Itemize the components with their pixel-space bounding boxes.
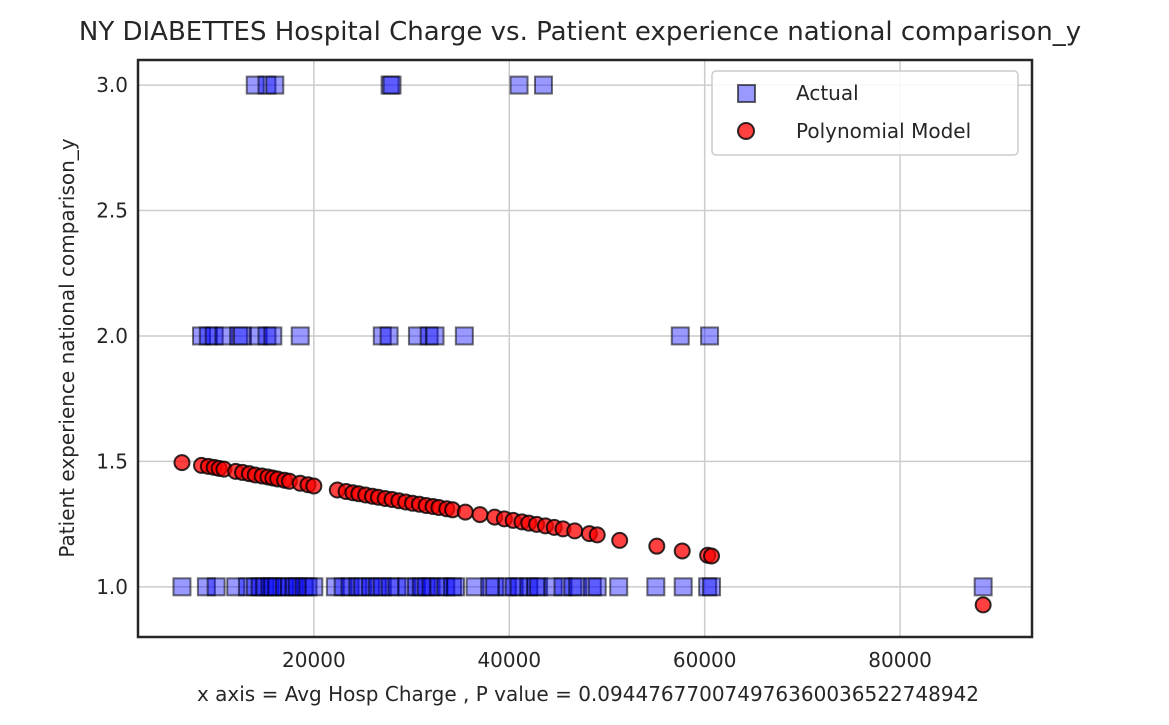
actual-point xyxy=(382,75,402,95)
actual-point xyxy=(304,577,324,597)
actual-point xyxy=(543,577,563,597)
actual-point xyxy=(465,577,485,597)
model-point xyxy=(611,531,629,549)
actual-point xyxy=(446,577,466,597)
actual-point xyxy=(196,577,216,597)
model-point xyxy=(471,506,489,524)
plot-frame xyxy=(136,58,1034,639)
x-tick-label: 60000 xyxy=(673,648,737,672)
actual-point xyxy=(609,577,629,597)
model-series xyxy=(173,454,992,614)
actual-point xyxy=(397,577,417,597)
actual-point xyxy=(646,577,666,597)
legend-actual-label: Actual xyxy=(796,81,859,105)
actual-point xyxy=(673,577,693,597)
actual-point xyxy=(973,577,993,597)
x-tick-label: 80000 xyxy=(868,648,932,672)
model-point xyxy=(456,503,474,521)
actual-point xyxy=(553,577,573,597)
actual-point xyxy=(265,75,285,95)
y-tick-label: 1.5 xyxy=(96,449,128,473)
tick-labels: 20000 40000 60000 80000 1.0 1.5 2.0 2.5 3.0 xyxy=(96,73,932,672)
actual-point xyxy=(387,577,407,597)
grid xyxy=(138,60,1032,637)
y-axis-label: Patient experience national comparison_y xyxy=(55,138,79,557)
actual-point xyxy=(702,577,722,597)
actual-point xyxy=(233,326,253,346)
actual-point xyxy=(245,75,265,95)
actual-point xyxy=(226,577,246,597)
legend-box xyxy=(711,70,1019,156)
actual-point xyxy=(700,326,720,346)
actual-point xyxy=(290,326,310,346)
legend: Actual Polynomial Model xyxy=(711,70,1019,156)
legend-actual-marker xyxy=(737,84,756,103)
model-point xyxy=(305,477,323,495)
actual-point xyxy=(568,577,588,597)
y-tick-label: 2.5 xyxy=(96,199,128,223)
actual-point xyxy=(454,326,474,346)
legend-model-marker xyxy=(737,122,755,140)
actual-point xyxy=(670,326,690,346)
model-point xyxy=(703,547,721,565)
x-tick-label: 20000 xyxy=(282,648,346,672)
y-tick-label: 1.0 xyxy=(96,575,128,599)
model-point xyxy=(648,537,666,555)
actual-point xyxy=(204,326,224,346)
chart-title: NY DIABETTES Hospital Charge vs. Patient… xyxy=(79,17,1081,47)
actual-point xyxy=(379,326,399,346)
actual-point xyxy=(533,75,553,95)
actual-series xyxy=(172,75,993,597)
actual-point xyxy=(509,75,529,95)
model-point xyxy=(588,526,606,544)
actual-point xyxy=(263,326,283,346)
actual-point xyxy=(587,577,607,597)
y-tick-label: 2.0 xyxy=(96,324,128,348)
model-point xyxy=(673,542,691,560)
actual-point xyxy=(425,326,445,346)
model-point xyxy=(974,596,992,614)
actual-point xyxy=(206,577,226,597)
x-axis-label: x axis = Avg Hosp Charge , P value = 0.0… xyxy=(197,682,979,706)
legend-model-label: Polynomial Model xyxy=(796,119,971,143)
x-tick-label: 40000 xyxy=(477,648,541,672)
model-point xyxy=(173,454,191,472)
actual-point xyxy=(529,577,549,597)
model-point xyxy=(566,522,584,540)
actual-point xyxy=(172,577,192,597)
y-tick-label: 3.0 xyxy=(96,73,128,97)
actual-point xyxy=(214,326,234,346)
